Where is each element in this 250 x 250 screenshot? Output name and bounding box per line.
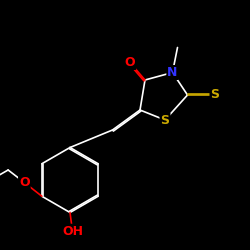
Text: O: O bbox=[125, 56, 135, 69]
Text: OH: OH bbox=[62, 225, 83, 238]
Text: N: N bbox=[167, 66, 178, 79]
Text: O: O bbox=[19, 176, 30, 189]
Text: S: S bbox=[160, 114, 170, 126]
Text: S: S bbox=[210, 88, 220, 102]
